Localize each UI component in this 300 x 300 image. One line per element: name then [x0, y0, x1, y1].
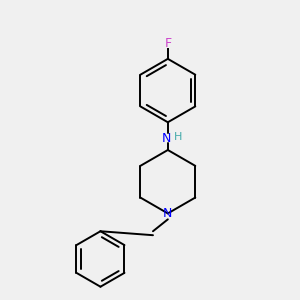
- Text: N: N: [163, 207, 172, 220]
- Text: N: N: [162, 132, 172, 145]
- Text: F: F: [164, 38, 171, 50]
- Text: H: H: [174, 132, 182, 142]
